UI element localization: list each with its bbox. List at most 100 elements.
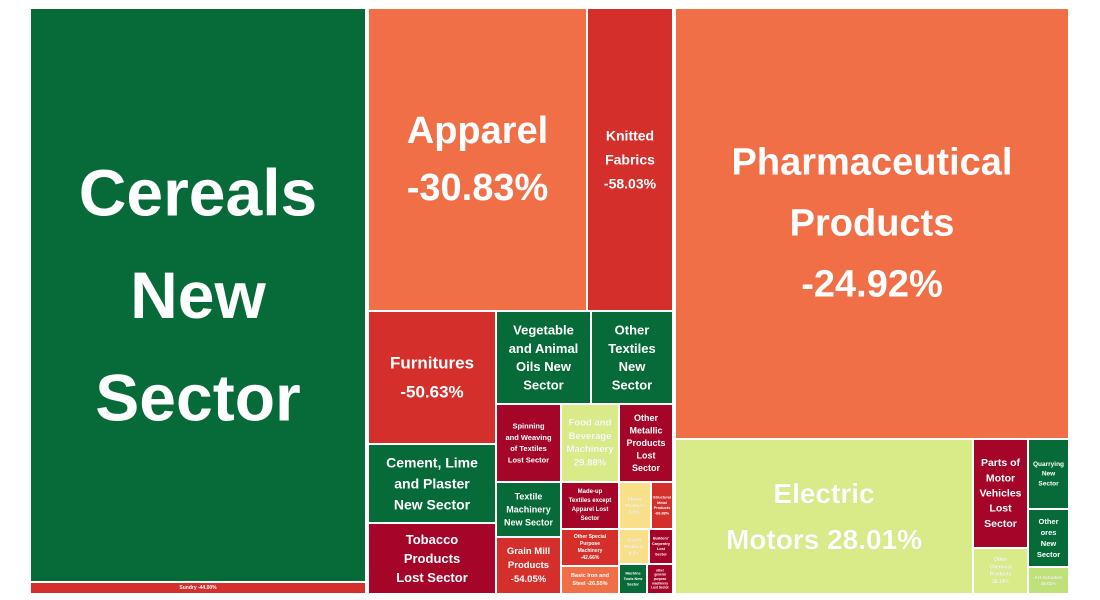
tile-label-food-bev-mach: Beverage — [569, 431, 612, 442]
tile-other-textiles[interactable]: Other Textiles New Sector — [592, 312, 672, 403]
tile-label-spinning: and Weaving — [505, 433, 552, 442]
tile-madeup[interactable]: Made-up Textiles except Apparel Lost Sector — [562, 483, 618, 528]
tile-textile-mach[interactable]: Textile Machinery New Sector — [497, 483, 560, 536]
tile-rect-grain-mill[interactable] — [497, 538, 560, 593]
tile-label-knitted: -58.03% — [604, 175, 657, 191]
tile-label-apparel: Apparel — [407, 110, 548, 152]
tile-rect-plastic[interactable] — [620, 483, 650, 528]
tile-label-apparel: -30.83% — [407, 167, 549, 209]
tile-label-other-special: Machinery — [578, 548, 603, 554]
tile-label-other-metallic: Metallic — [629, 425, 662, 435]
tile-rect-parts-motor[interactable] — [974, 440, 1027, 547]
tile-rect-furnitures[interactable] — [369, 312, 495, 443]
tile-veg-oils[interactable]: Vegetable and Animal Oils New Sector — [497, 312, 590, 403]
tile-cement[interactable]: Cement, Lime and Plaster New Sector — [369, 445, 495, 522]
tile-label-parts-motor: Motor — [986, 472, 1015, 484]
tile-rect-knitted[interactable] — [588, 9, 672, 310]
tile-sundry[interactable]: Sundry -44.00% — [31, 583, 365, 593]
tile-label-grain-mill: Grain Mill — [507, 546, 550, 557]
tile-label-veg-oils: Oils New — [516, 359, 572, 374]
tile-label-knitted: Knitted — [606, 128, 654, 144]
tile-pharma[interactable]: Pharmaceutical Products -24.92% — [676, 9, 1068, 438]
tile-rect-other-metallic[interactable] — [620, 405, 672, 481]
tile-rect-starch[interactable] — [620, 530, 648, 563]
tile-rect-art-activities[interactable] — [1029, 568, 1068, 593]
tile-rect-quarrying[interactable] — [1029, 440, 1068, 508]
tile-rect-structural[interactable] — [652, 483, 672, 528]
tile-label-pharma: -24.92% — [801, 263, 943, 305]
tile-label-veg-oils: and Animal — [509, 341, 579, 356]
tile-label-cement: Cement, Lime — [386, 455, 478, 471]
tile-rect-spinning[interactable] — [497, 405, 560, 481]
tile-rect-other-ores[interactable] — [1029, 510, 1068, 566]
tile-label-builders: Carpentry — [652, 542, 671, 546]
tile-label-pharma: Products — [790, 203, 955, 245]
tile-label-textile-mach: Machinery — [506, 505, 551, 515]
tile-label-cement: New Sector — [394, 497, 471, 513]
tile-label-furnitures: -50.63% — [400, 382, 463, 401]
tile-label-grain-mill: -54.05% — [511, 574, 547, 585]
tile-basic-iron[interactable]: Basic Iron and Steel -26.55% — [562, 567, 618, 593]
tile-rect-basic-iron[interactable] — [562, 567, 618, 593]
tile-rect-other-special[interactable] — [562, 530, 618, 565]
tile-label-other-ores: New — [1041, 539, 1057, 548]
tile-label-plastic: Products — [625, 503, 645, 508]
tile-cereals[interactable]: Cereals New Sector — [31, 9, 365, 581]
tile-spinning[interactable]: Spinning and Weaving of Textiles Lost Secto… — [497, 405, 560, 481]
tile-apparel[interactable]: Apparel -30.83% — [369, 9, 586, 310]
tile-grain-mill[interactable]: Grain Mill Products -54.05% — [497, 538, 560, 593]
tile-rect-machine-tools[interactable] — [620, 565, 646, 593]
tile-food-bev-mach[interactable]: Food and Beverage Machinery 29.88% — [562, 405, 618, 481]
tile-label-other-chemical: Chemical — [989, 564, 1012, 570]
tile-parts-motor[interactable]: Parts of Motor Vehicles Lost Sector — [974, 440, 1027, 547]
tile-rect-textile-mach[interactable] — [497, 483, 560, 536]
tile-label-other-special: Purpose — [580, 541, 600, 547]
tile-label-other-general: general — [654, 573, 665, 577]
tile-label-parts-motor: Lost — [989, 503, 1012, 515]
tile-other-ores[interactable]: Other ores New Sector — [1029, 510, 1068, 566]
tile-label-tobacco: Products — [404, 551, 460, 566]
tile-label-tobacco: Tobacco — [406, 532, 459, 547]
tile-label-starch: 8.5% — [629, 550, 639, 555]
tile-label-other-ores: Sector — [1037, 550, 1060, 559]
tile-label-other-metallic: Other — [634, 413, 659, 423]
tile-quarrying[interactable]: Quarrying New Sector — [1029, 440, 1068, 508]
tile-electric-motors[interactable]: Electric Motors 28.01% — [676, 440, 972, 593]
tile-rect-builders[interactable] — [650, 530, 672, 563]
tile-label-machine-tools: Machine — [625, 572, 640, 576]
tile-label-madeup: Made-up — [578, 489, 603, 495]
tile-rect-tobacco[interactable] — [369, 524, 495, 593]
tile-rect-other-chemical[interactable] — [974, 549, 1027, 593]
tile-tobacco[interactable]: Tobacco Products Lost Sector — [369, 524, 495, 593]
tile-rect-veg-oils[interactable] — [497, 312, 590, 403]
tile-rect-other-textiles[interactable] — [592, 312, 672, 403]
tile-rect-madeup[interactable] — [562, 483, 618, 528]
tile-rect-electric-motors[interactable] — [676, 440, 972, 593]
tile-rect-pharma[interactable] — [676, 9, 1068, 438]
tile-rect-apparel[interactable] — [369, 9, 586, 310]
tile-label-other-textiles: Other — [615, 323, 650, 338]
tile-label-machine-tools: Sector — [627, 582, 639, 586]
tile-rect-other-general[interactable] — [648, 565, 672, 593]
tile-furnitures[interactable]: Furnitures -50.63% — [369, 312, 495, 443]
tile-rect-sundry[interactable] — [31, 583, 365, 593]
tile-other-metallic[interactable]: Other Metallic Products Lost Sector — [620, 405, 672, 481]
tile-label-other-general: other — [656, 568, 665, 572]
tile-rect-cement[interactable] — [369, 445, 495, 522]
tile-knitted[interactable]: Knitted Fabrics -58.03% — [588, 9, 672, 310]
tile-label-art-activities: Art Activities — [1034, 575, 1063, 580]
tile-label-art-activities: 46.02% — [1041, 581, 1057, 586]
tile-label-structural: Products — [654, 506, 670, 510]
tile-label-spinning: of Textiles — [510, 444, 547, 453]
tile-rect-cereals[interactable] — [31, 9, 365, 581]
tile-rect-food-bev-mach[interactable] — [562, 405, 618, 481]
